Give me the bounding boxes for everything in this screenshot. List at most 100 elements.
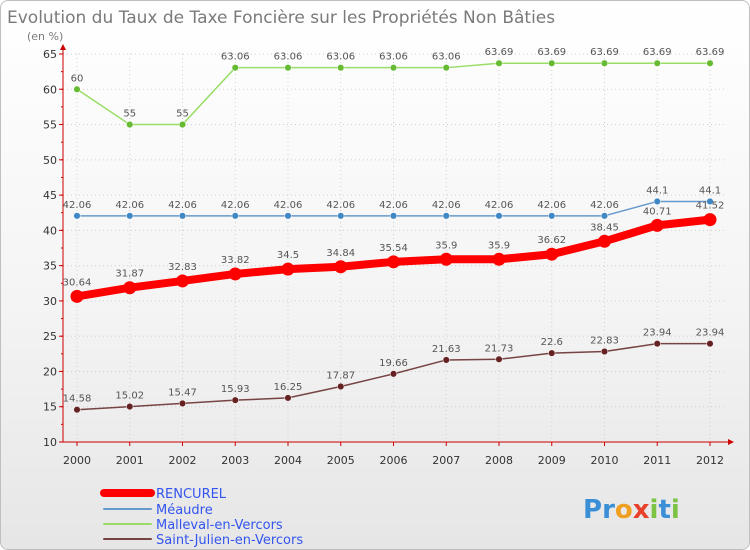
logo-letter: t bbox=[658, 495, 670, 525]
y-tick-label: 55 bbox=[43, 119, 57, 132]
data-point bbox=[600, 59, 609, 67]
data-point bbox=[706, 59, 714, 67]
x-tick-label: 2006 bbox=[380, 454, 408, 467]
data-label: 21.63 bbox=[432, 344, 461, 355]
data-label: 41.52 bbox=[696, 201, 725, 212]
data-label: 42.06 bbox=[274, 200, 303, 211]
data-label: 55 bbox=[176, 109, 189, 120]
data-point bbox=[231, 212, 239, 220]
data-point bbox=[284, 394, 292, 402]
data-point bbox=[337, 64, 345, 72]
data-label: 17.87 bbox=[326, 370, 355, 381]
data-point bbox=[545, 247, 559, 261]
data-label: 42.06 bbox=[115, 200, 144, 211]
series-group: 42.06 42.06 42.06 42.06 42.06 42.06 42.06 42.06… bbox=[63, 47, 725, 414]
y-tick-label: 15 bbox=[43, 401, 57, 414]
data-point bbox=[178, 120, 187, 129]
data-label: 44.1 bbox=[646, 185, 668, 196]
proxiti-logo: Proxiti bbox=[583, 495, 680, 525]
data-label: 63.69 bbox=[590, 47, 619, 58]
data-point bbox=[548, 349, 556, 357]
x-tick-label: 2005 bbox=[327, 454, 355, 467]
data-label: 63.06 bbox=[432, 52, 461, 63]
y-tick-label: 40 bbox=[43, 224, 57, 237]
legend-label: Méaudre bbox=[156, 503, 213, 518]
data-label: 38.45 bbox=[590, 222, 619, 233]
data-label: 63.06 bbox=[221, 52, 250, 63]
data-label: 35.54 bbox=[379, 243, 408, 254]
data-point bbox=[598, 234, 611, 248]
data-point bbox=[73, 85, 81, 93]
data-label: 32.83 bbox=[168, 262, 197, 273]
data-point bbox=[706, 197, 714, 205]
data-label: 42.06 bbox=[168, 200, 197, 211]
data-label: 42.06 bbox=[432, 200, 461, 211]
data-label: 36.62 bbox=[537, 235, 566, 246]
data-label: 42.06 bbox=[326, 200, 355, 211]
data-point bbox=[600, 212, 609, 220]
y-tick-label: 25 bbox=[43, 330, 57, 343]
x-tick-label: 2011 bbox=[643, 454, 671, 467]
data-point bbox=[442, 356, 450, 364]
data-label: 15.02 bbox=[115, 391, 144, 402]
series-saint-julien-en-vercors: 14.58 15.02 15.47 15.93 16.25 17.87 19.66 21.63… bbox=[63, 328, 725, 414]
logo-letter: x bbox=[633, 495, 650, 525]
data-label: 21.73 bbox=[485, 343, 514, 354]
chart-unit-label: (en %) bbox=[27, 30, 63, 43]
data-point bbox=[389, 64, 398, 72]
data-point bbox=[653, 59, 661, 67]
chart-title: Evolution du Taux de Taxe Foncière sur l… bbox=[7, 8, 555, 28]
data-label: 42.06 bbox=[221, 200, 250, 211]
grid bbox=[63, 53, 724, 443]
data-point bbox=[442, 212, 450, 220]
data-label: 63.69 bbox=[643, 47, 672, 58]
data-point bbox=[126, 212, 134, 220]
axes: 10 15 20 25 30 35 40 45 50 55 60 65 2000 2001 2002 2003… bbox=[43, 44, 734, 467]
data-point bbox=[281, 262, 295, 276]
data-label: 23.94 bbox=[696, 328, 725, 339]
data-label: 35.9 bbox=[435, 240, 457, 251]
series-rencurel: 30.64 31.87 32.83 33.82 34.5 34.84 35.54 35.9 35… bbox=[63, 201, 725, 303]
data-point bbox=[548, 212, 556, 220]
data-label: 63.06 bbox=[274, 52, 303, 63]
data-label: 31.87 bbox=[115, 269, 144, 280]
data-label: 22.6 bbox=[541, 337, 563, 348]
data-point bbox=[73, 212, 81, 220]
data-point bbox=[495, 212, 503, 220]
x-tick-label: 2012 bbox=[696, 454, 724, 467]
data-label: 63.69 bbox=[537, 47, 566, 58]
legend-label: RENCUREL bbox=[156, 487, 227, 502]
data-point bbox=[70, 289, 84, 303]
logo-letter: o bbox=[615, 495, 633, 525]
data-label: 15.93 bbox=[221, 384, 250, 395]
legend: RENCURELMéaudreMalleval-en-VercorsSaint-… bbox=[100, 487, 303, 548]
data-label: 42.06 bbox=[537, 200, 566, 211]
data-point bbox=[492, 252, 506, 266]
legend-label: Malleval-en-Vercors bbox=[156, 518, 283, 533]
data-label: 63.69 bbox=[485, 47, 514, 58]
data-point bbox=[284, 212, 292, 220]
x-tick-label: 2008 bbox=[485, 454, 513, 467]
data-point bbox=[337, 212, 345, 220]
series-line bbox=[76, 62, 711, 126]
data-point bbox=[650, 218, 664, 232]
data-point bbox=[653, 197, 661, 205]
data-label: 14.58 bbox=[63, 394, 92, 405]
y-tick-label: 35 bbox=[43, 260, 57, 273]
y-axis-arrow bbox=[60, 44, 66, 50]
data-label: 34.84 bbox=[326, 248, 355, 259]
series-malleval-en-vercors: 60 55 55 63.06 63.06 63.06 63.06 63.06 63.69 63.6… bbox=[71, 47, 724, 129]
logo-text: Proxiti bbox=[583, 495, 680, 525]
data-label: 44.1 bbox=[699, 185, 721, 196]
x-tick-label: 2003 bbox=[221, 454, 249, 467]
data-label: 34.5 bbox=[277, 250, 299, 261]
data-point bbox=[178, 212, 187, 220]
data-point bbox=[73, 406, 81, 414]
data-point bbox=[337, 382, 345, 391]
y-tick-label: 50 bbox=[43, 154, 57, 167]
data-label: 16.25 bbox=[274, 382, 303, 393]
data-label: 42.06 bbox=[63, 200, 92, 211]
data-point bbox=[495, 355, 503, 363]
